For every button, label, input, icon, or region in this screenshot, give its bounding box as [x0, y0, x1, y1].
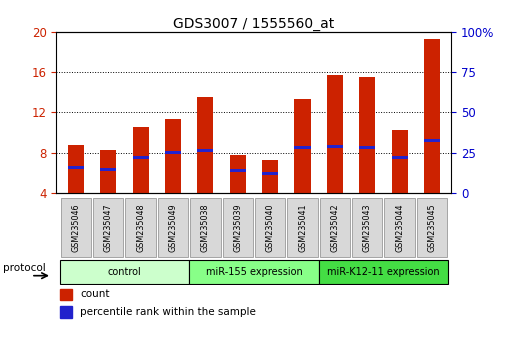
Bar	[100, 150, 116, 193]
Text: percentile rank within the sample: percentile rank within the sample	[80, 307, 256, 317]
FancyBboxPatch shape	[93, 198, 124, 257]
Bar	[68, 144, 84, 193]
FancyBboxPatch shape	[60, 260, 189, 284]
Bar	[165, 151, 181, 154]
Bar	[327, 145, 343, 148]
FancyBboxPatch shape	[125, 198, 156, 257]
Text: miR-K12-11 expression: miR-K12-11 expression	[327, 267, 440, 277]
Text: GSM235040: GSM235040	[266, 203, 274, 252]
Text: GSM235044: GSM235044	[395, 203, 404, 252]
Text: control: control	[108, 267, 141, 277]
Bar	[424, 39, 440, 193]
Bar	[359, 146, 376, 149]
Bar	[61, 306, 72, 318]
FancyBboxPatch shape	[384, 198, 415, 257]
Text: GSM235043: GSM235043	[363, 203, 372, 252]
Bar	[61, 289, 72, 300]
Bar	[100, 169, 116, 171]
FancyBboxPatch shape	[158, 198, 188, 257]
Bar	[391, 130, 408, 193]
FancyBboxPatch shape	[287, 198, 318, 257]
Text: GSM235042: GSM235042	[330, 203, 340, 252]
FancyBboxPatch shape	[255, 198, 285, 257]
Bar	[359, 77, 376, 193]
Bar	[230, 155, 246, 193]
Bar	[294, 99, 310, 193]
Text: GSM235039: GSM235039	[233, 203, 242, 252]
Bar	[327, 75, 343, 193]
FancyBboxPatch shape	[417, 198, 447, 257]
Bar	[68, 166, 84, 169]
FancyBboxPatch shape	[352, 198, 383, 257]
FancyBboxPatch shape	[189, 260, 319, 284]
Text: GSM235047: GSM235047	[104, 203, 113, 252]
FancyBboxPatch shape	[223, 198, 253, 257]
Text: GSM235046: GSM235046	[71, 203, 81, 252]
Text: GSM235041: GSM235041	[298, 203, 307, 252]
Text: miR-155 expression: miR-155 expression	[206, 267, 302, 277]
Text: GSM235049: GSM235049	[168, 203, 177, 252]
FancyBboxPatch shape	[319, 260, 448, 284]
Bar	[230, 169, 246, 172]
Text: count: count	[80, 289, 110, 299]
Bar	[132, 127, 149, 193]
Text: GSM235048: GSM235048	[136, 203, 145, 252]
Bar	[198, 97, 213, 193]
Bar	[132, 156, 149, 159]
FancyBboxPatch shape	[61, 198, 91, 257]
Text: GSM235038: GSM235038	[201, 203, 210, 252]
Bar	[198, 149, 213, 152]
Text: protocol: protocol	[3, 263, 46, 273]
Bar	[165, 119, 181, 193]
Bar	[424, 139, 440, 142]
Title: GDS3007 / 1555560_at: GDS3007 / 1555560_at	[173, 17, 334, 31]
FancyBboxPatch shape	[320, 198, 350, 257]
Bar	[262, 160, 278, 193]
Bar	[262, 172, 278, 175]
Text: GSM235045: GSM235045	[427, 203, 437, 252]
Bar	[294, 146, 310, 149]
FancyBboxPatch shape	[190, 198, 221, 257]
Bar	[391, 156, 408, 159]
